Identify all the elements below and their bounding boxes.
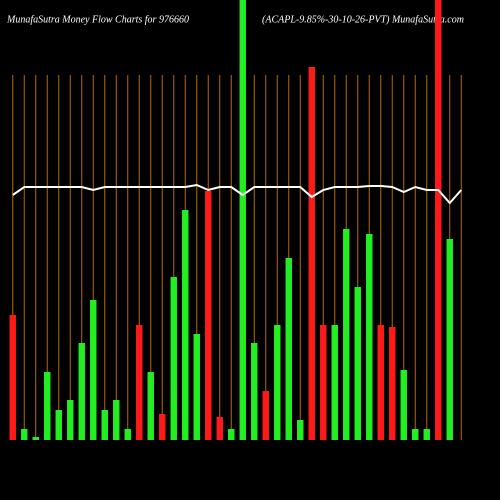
- bar: [101, 410, 108, 440]
- bar: [78, 343, 85, 440]
- bar: [412, 429, 419, 440]
- bar: [331, 325, 338, 440]
- bar: [55, 410, 62, 440]
- bar: [32, 437, 39, 440]
- bar: [423, 429, 430, 440]
- bar: [354, 287, 361, 440]
- bar: [343, 229, 350, 440]
- bar: [297, 420, 304, 440]
- bar: [228, 429, 235, 440]
- bar: [262, 391, 269, 440]
- bar: [308, 67, 315, 440]
- bar: [90, 300, 97, 440]
- bar: [389, 327, 396, 440]
- bar: [21, 429, 28, 440]
- bar: [67, 400, 74, 440]
- bar: [147, 372, 154, 440]
- bar: [113, 400, 120, 440]
- bar: [182, 210, 189, 440]
- bar: [216, 417, 223, 440]
- bar: [193, 334, 200, 440]
- bar: [205, 191, 212, 440]
- bar: [9, 315, 16, 440]
- bar: [159, 414, 166, 440]
- bar: [366, 234, 373, 440]
- chart-subtitle: (ACAPL-9.85%-30-10-26-PVT) MunafaSutra.c…: [262, 14, 464, 25]
- bar: [446, 239, 453, 440]
- bar: [124, 429, 131, 440]
- bar: [400, 370, 407, 440]
- bar: [377, 325, 384, 440]
- bar: [320, 325, 327, 440]
- bar: [435, 0, 442, 440]
- bar: [251, 343, 258, 440]
- bar: [170, 277, 177, 440]
- bar: [136, 325, 143, 440]
- bar: [239, 0, 246, 440]
- price-line: [12, 183, 462, 205]
- bar: [285, 258, 292, 440]
- bar: [274, 325, 281, 440]
- chart-title: MunafaSutra Money Flow Charts for 976660: [6, 14, 189, 25]
- bar: [44, 372, 51, 440]
